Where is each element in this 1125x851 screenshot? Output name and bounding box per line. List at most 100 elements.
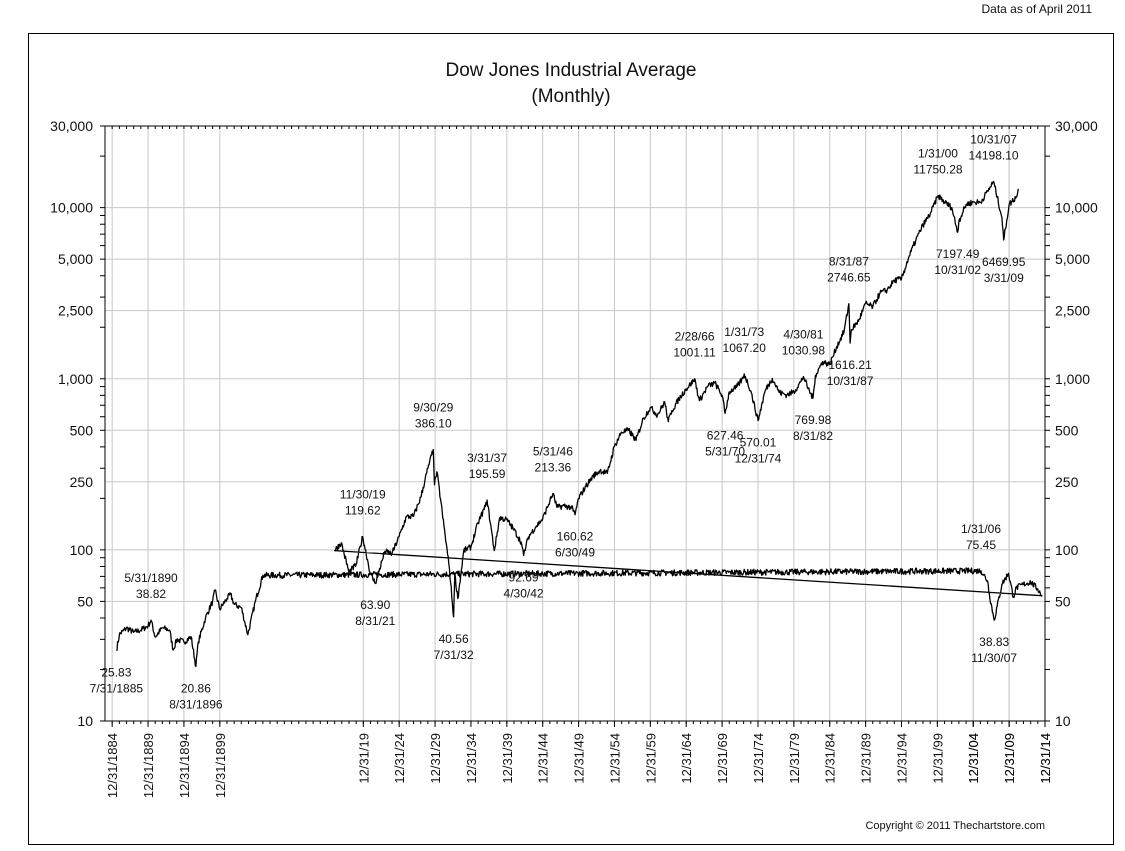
annotation: 20.86 8/31/1896 bbox=[169, 681, 223, 711]
annotation-value: 2746.65 bbox=[827, 271, 871, 285]
data-as-of-note: Data as of April 2011 bbox=[981, 2, 1092, 16]
annotation: 4/30/81 1030.98 bbox=[782, 327, 826, 357]
y-tick-label-right: 30,000 bbox=[1055, 118, 1098, 134]
y-tick-label-right: 250 bbox=[1055, 474, 1079, 490]
x-tick-label: 12/31/94 bbox=[894, 733, 909, 784]
annotation-value: 160.62 bbox=[557, 530, 594, 544]
annotation: 7197.49 10/31/02 bbox=[934, 247, 981, 277]
x-tick-label: 12/31/74 bbox=[751, 733, 766, 784]
y-tick-label-left: 500 bbox=[70, 422, 94, 438]
y-tick-label-right: 5,000 bbox=[1055, 251, 1090, 267]
annotation-value: 570.01 bbox=[740, 436, 777, 450]
annotation-date: 5/31/46 bbox=[533, 445, 573, 459]
x-tick-label: 12/31/84 bbox=[823, 733, 838, 784]
annotation-layer: 25.83 7/31/1885 5/31/1890 38.82 20.86 8/31/18… bbox=[90, 133, 1026, 712]
annotation-value: 6469.95 bbox=[982, 255, 1026, 269]
annotation: 40.56 7/31/32 bbox=[434, 632, 474, 662]
annotation: 1/31/00 11750.28 bbox=[913, 147, 962, 177]
annotation-date: 11/30/19 bbox=[340, 488, 386, 502]
y-tick-label-left: 2,500 bbox=[58, 303, 93, 319]
x-tick-label: 12/31/04 bbox=[966, 733, 981, 784]
annotation-date: 8/31/1896 bbox=[169, 697, 223, 711]
x-tick-label: 12/31/29 bbox=[428, 733, 443, 784]
chart-subtitle: (Monthly) bbox=[531, 86, 610, 107]
annotation-value: 92.69 bbox=[509, 571, 539, 585]
annotation: 1/31/06 75.45 bbox=[961, 522, 1001, 552]
y-tick-label-left: 50 bbox=[77, 593, 93, 609]
annotation-date: 6/30/49 bbox=[555, 546, 595, 560]
x-tick-label: 12/31/89 bbox=[859, 733, 874, 784]
annotation: 6469.95 3/31/09 bbox=[982, 255, 1026, 285]
annotation: 3/31/37 195.59 bbox=[467, 451, 507, 481]
annotation-value: 1616.21 bbox=[828, 358, 872, 372]
annotation-value: 63.90 bbox=[360, 598, 390, 612]
annotation: 2/28/66 1001.11 bbox=[673, 330, 716, 360]
x-tick-label: 12/31/64 bbox=[679, 733, 694, 784]
x-tick-label: 12/31/24 bbox=[392, 733, 407, 784]
annotation-date: 5/31/1890 bbox=[124, 571, 178, 585]
plot-border bbox=[104, 125, 1046, 722]
annotation-date: 11/30/07 bbox=[971, 651, 1017, 665]
annotation-value: 1001.11 bbox=[673, 346, 716, 360]
x-tick-label: 12/31/99 bbox=[930, 733, 945, 784]
annotation-value: 769.98 bbox=[795, 413, 832, 427]
x-tick-label: 12/31/44 bbox=[536, 733, 551, 784]
x-tick-label: 12/31/04 bbox=[966, 733, 981, 784]
x-tick-label: 12/31/79 bbox=[787, 733, 802, 784]
x-tick-label: 12/31/1899 bbox=[213, 733, 228, 798]
y-tick-label-left: 100 bbox=[70, 542, 94, 558]
x-tick-label: 12/31/09 bbox=[1002, 733, 1017, 784]
x-tick-label: 12/31/34 bbox=[464, 733, 479, 784]
y-tick-label-right: 1,000 bbox=[1055, 371, 1090, 387]
x-tick-label: 12/31/14 bbox=[1038, 733, 1053, 784]
grid-layer bbox=[105, 125, 1046, 722]
x-tick-label: 12/31/14 bbox=[1038, 733, 1053, 784]
y-tick-label-right: 10,000 bbox=[1055, 200, 1098, 216]
annotation-value: 38.83 bbox=[979, 635, 1009, 649]
annotation-date: 8/31/21 bbox=[355, 614, 395, 628]
annotation-value: 1067.20 bbox=[723, 341, 767, 355]
y-tick-label-right: 50 bbox=[1055, 593, 1071, 609]
annotation-date: 7/31/1885 bbox=[90, 681, 144, 695]
annotation: 627.46 5/31/70 bbox=[705, 428, 745, 458]
annotation-date: 10/31/02 bbox=[934, 263, 981, 277]
axis-layer: 12/31/1884 12/31/1889 12/31/1894 12/31/1899… bbox=[50, 118, 1098, 798]
annotation-date: 3/31/09 bbox=[984, 271, 1024, 285]
annotation: 5/31/46 213.36 bbox=[533, 445, 573, 475]
x-tick-label: 12/31/39 bbox=[500, 733, 515, 784]
annotation: 9/30/29 386.10 bbox=[413, 400, 453, 430]
annotation-date: 7/31/32 bbox=[434, 648, 474, 662]
series-layer bbox=[116, 180, 1043, 668]
annotation-date: 8/31/82 bbox=[793, 429, 833, 443]
x-tick-label: 12/31/69 bbox=[715, 733, 730, 784]
annotation-date: 10/31/07 bbox=[970, 133, 1017, 147]
y-tick-label-left: 10,000 bbox=[50, 200, 93, 216]
annotation-value: 195.59 bbox=[469, 467, 506, 481]
y-tick-label-left: 30,000 bbox=[50, 118, 93, 134]
annotation-value: 627.46 bbox=[707, 428, 744, 442]
annotation-value: 7197.49 bbox=[936, 247, 980, 261]
annotation-value: 75.45 bbox=[966, 538, 996, 552]
annotation: 5/31/1890 38.82 bbox=[124, 571, 178, 601]
annotation-date: 12/31/74 bbox=[735, 452, 782, 466]
y-tick-label-right: 100 bbox=[1055, 542, 1079, 558]
annotation: 570.01 12/31/74 bbox=[735, 436, 782, 466]
annotation: 25.83 7/31/1885 bbox=[90, 665, 144, 695]
annotation-date: 8/31/87 bbox=[829, 255, 869, 269]
y-tick-label-right: 10 bbox=[1055, 713, 1071, 729]
annotation-date: 4/30/42 bbox=[504, 587, 544, 601]
annotation-value: 40.56 bbox=[439, 632, 469, 646]
x-tick-label: 12/31/1894 bbox=[177, 733, 192, 798]
annotation: 160.62 6/30/49 bbox=[555, 530, 595, 560]
annotation-date: 3/31/37 bbox=[467, 451, 507, 465]
x-tick-label: 12/31/1889 bbox=[141, 733, 156, 798]
annotation: 38.83 11/30/07 bbox=[971, 635, 1017, 665]
annotation-value: 20.86 bbox=[181, 681, 211, 695]
y-tick-label-left: 250 bbox=[70, 474, 94, 490]
annotation-date: 5/31/70 bbox=[705, 444, 745, 458]
annotation-date: 9/30/29 bbox=[413, 400, 453, 414]
x-tick-label: 12/31/1884 bbox=[105, 733, 120, 798]
chart-title: Dow Jones Industrial Average bbox=[445, 60, 696, 81]
annotation: 1616.21 10/31/87 bbox=[827, 358, 874, 388]
y-tick-label-right: 500 bbox=[1055, 422, 1079, 438]
